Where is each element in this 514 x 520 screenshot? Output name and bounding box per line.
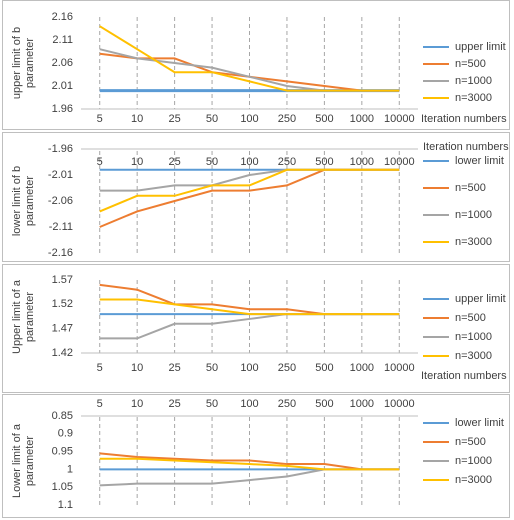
x-tick-label: 1000	[350, 362, 374, 374]
x-tick-label: 250	[278, 398, 296, 410]
y-tick-label: 2.11	[52, 34, 73, 46]
x-tick-label: 25	[168, 362, 180, 374]
x-tick-label: 10	[131, 156, 143, 168]
y-tick-label: 2.01	[52, 80, 73, 92]
x-tick-label: 25	[168, 156, 180, 168]
y-axis-title: upper limit of b parameter	[11, 26, 36, 100]
x-tick-label: 1000	[350, 156, 374, 168]
y-tick-label: 2.16	[52, 11, 73, 23]
legend-label: n=3000	[455, 92, 492, 104]
y-axis-title: lower limit of b parameter	[11, 165, 36, 237]
legend-label: n=3000	[455, 236, 492, 248]
y-tick-label: -1.96	[48, 143, 73, 155]
legend-label: n=500	[455, 436, 486, 448]
x-tick-label: 100	[240, 156, 258, 168]
y-axis-title: Lower limit of a parameter	[11, 423, 36, 498]
x-tick-label: 500	[315, 362, 333, 374]
y-tick-label: 1.52	[52, 298, 73, 310]
y-tick-label: 1	[67, 463, 73, 475]
y-tick-label: 0.9	[58, 428, 73, 440]
legend-label: n=1000	[455, 209, 492, 221]
chart-panel: 1.96 2.01 2.06 2.11 2.16 5 10 25 50 100 250 500 1000…	[2, 0, 510, 130]
legend-label: n=3000	[455, 350, 492, 362]
x-tick-label: 10	[131, 398, 143, 410]
x-tick-label: 5	[97, 398, 103, 410]
x-tick-label: 500	[315, 113, 333, 125]
x-tick-label: 250	[278, 113, 296, 125]
x-tick-label: 50	[206, 113, 218, 125]
x-axis-title: Iteration numbers	[421, 113, 507, 125]
legend-label: n=1000	[455, 331, 492, 343]
x-tick-label: 250	[278, 362, 296, 374]
x-tick-label: 5	[97, 362, 103, 374]
y-tick-label: 1.47	[52, 323, 73, 335]
x-tick-label: 10000	[384, 362, 415, 374]
x-axis-title: Iteration numbers	[421, 370, 507, 382]
legend-label: upper limit	[455, 41, 506, 53]
x-tick-label: 250	[278, 156, 296, 168]
y-tick-label: 1.57	[52, 274, 73, 286]
x-tick-label: 5	[97, 156, 103, 168]
legend-label: lower limit	[455, 155, 504, 167]
x-tick-label: 50	[206, 156, 218, 168]
x-tick-label: 500	[315, 156, 333, 168]
legend-label: n=1000	[455, 75, 492, 87]
legend-label: n=3000	[455, 474, 492, 486]
y-tick-label: 0.85	[52, 410, 73, 422]
series-line	[99, 298, 400, 316]
y-tick-label: -2.11	[49, 221, 73, 233]
x-tick-label: 50	[206, 362, 218, 374]
x-tick-label: 25	[168, 398, 180, 410]
x-tick-label: 5	[97, 113, 103, 125]
x-tick-label: 100	[240, 398, 258, 410]
legend-label: lower limit	[455, 417, 504, 429]
legend-label: n=500	[455, 58, 486, 70]
x-tick-label: 10000	[384, 156, 415, 168]
series-line	[99, 168, 400, 228]
x-tick-label: 25	[168, 113, 180, 125]
x-tick-label: 1000	[350, 113, 374, 125]
y-axis-title: Upper limit of a parameter	[11, 279, 36, 354]
series-line	[99, 452, 400, 471]
x-tick-label: 500	[315, 398, 333, 410]
series-line	[99, 25, 400, 92]
x-tick-label: 1000	[350, 398, 374, 410]
chart-panel: 1.42 1.47 1.52 1.57 5 10 25 50 100 250 500 1000 1000…	[2, 264, 510, 393]
x-tick-label: 10	[131, 362, 143, 374]
y-tick-label: 1.96	[52, 103, 73, 115]
x-tick-label: 10	[131, 113, 143, 125]
x-tick-label: 100	[240, 113, 258, 125]
x-tick-label: 100	[240, 362, 258, 374]
y-tick-label: 2.06	[52, 57, 73, 69]
y-tick-label: -2.06	[48, 195, 73, 207]
chart: 1.42 1.47 1.52 1.57 5 10 25 50 100 250 500 1000 1000…	[52, 274, 508, 382]
legend-label: n=1000	[455, 455, 492, 467]
y-tick-label: 1.1	[58, 499, 73, 511]
x-tick-label: 10000	[384, 398, 415, 410]
legend-label: upper limit	[455, 293, 506, 305]
chart: 1.96 2.01 2.06 2.11 2.16 5 10 25 50 100 250 500 1000…	[52, 11, 508, 125]
y-tick-label: 0.95	[52, 446, 73, 458]
y-tick-label: 1.42	[52, 347, 73, 359]
legend-label: n=500	[455, 182, 486, 194]
series-line	[99, 457, 400, 471]
x-tick-label: 50	[206, 398, 218, 410]
chart-panel: -1.96 -2.01 -2.06 -2.11 -2.16 5 10 25 50 100 250 50…	[2, 132, 510, 262]
x-tick-label: 10000	[384, 113, 415, 125]
chart-panel: 0.85 0.9 0.95 1 1.05 1.1 5 10 25 50 100 250 500 1000 1…	[2, 394, 510, 518]
legend-label: n=500	[455, 312, 486, 324]
y-tick-label: 1.05	[52, 481, 73, 493]
chart: 0.85 0.9 0.95 1 1.05 1.1 5 10 25 50 100 250 500 1000 1…	[52, 398, 504, 511]
y-tick-label: -2.16	[48, 247, 73, 259]
y-tick-label: -2.01	[48, 169, 73, 181]
series-line	[99, 168, 400, 213]
chart: -1.96 -2.01 -2.06 -2.11 -2.16 5 10 25 50 100 250 50…	[48, 141, 509, 259]
x-axis-title: Iteration numbers	[423, 141, 509, 153]
